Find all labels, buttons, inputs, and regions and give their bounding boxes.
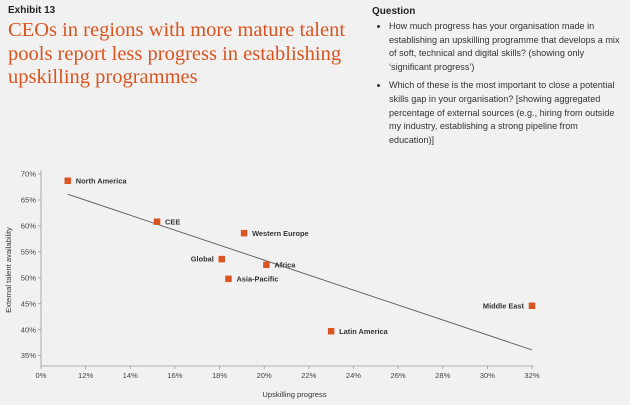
x-tick-label: 32% [524, 371, 539, 380]
x-tick-label: 12% [78, 371, 93, 380]
data-point [240, 229, 248, 237]
x-tick-label: 22% [301, 371, 316, 380]
y-tick-label: 35% [21, 351, 36, 360]
y-tick-label: 70% [21, 170, 36, 179]
x-tick-label: 30% [480, 371, 495, 380]
x-tick-label: 28% [435, 371, 450, 380]
data-point [263, 261, 270, 269]
x-tick-label: 20% [257, 371, 272, 380]
y-tick-label: 45% [21, 299, 36, 308]
data-point [528, 302, 536, 310]
x-tick-label: 0% [36, 371, 47, 380]
data-point-label: Middle East [483, 301, 525, 310]
x-axis-title: Upskilling progress [262, 390, 326, 399]
y-tick-label: 60% [21, 221, 36, 230]
data-point [327, 327, 335, 335]
question-title: Question [372, 6, 416, 17]
question-item: Which of these is the most important to … [389, 79, 622, 148]
x-tick-label: 26% [390, 371, 405, 380]
y-tick-label: 50% [21, 273, 36, 282]
y-tick-label: 40% [21, 325, 36, 334]
data-point-label: Africa [274, 260, 296, 269]
x-tick-label: 18% [212, 371, 227, 380]
x-tick-label: 16% [167, 371, 182, 380]
data-point-label: CEE [165, 217, 180, 226]
x-tick-label: 24% [346, 371, 361, 380]
data-point [153, 218, 161, 225]
question-panel: Question How much progress has your orga… [372, 5, 622, 152]
data-point-label: Latin America [339, 327, 388, 336]
trend-line [67, 193, 533, 351]
data-point-label: North America [76, 176, 128, 185]
y-tick-label: 55% [21, 247, 36, 256]
exhibit-label: Exhibit 13 [8, 5, 56, 16]
data-point-label: Global [191, 255, 214, 264]
x-tick-label: 14% [123, 371, 138, 380]
data-point [64, 177, 72, 184]
data-point [218, 255, 226, 263]
data-point-label: Asia-Pacific [236, 274, 278, 283]
data-point-label: Western Europe [252, 229, 309, 238]
y-tick-label: 65% [21, 196, 36, 205]
data-point [225, 275, 232, 283]
y-axis-title: External talent availability [4, 227, 13, 313]
question-list: How much progress has your organisation … [372, 20, 622, 148]
page-title: CEOs in regions with more mature talent … [8, 19, 346, 88]
question-item: How much progress has your organisation … [389, 20, 622, 75]
